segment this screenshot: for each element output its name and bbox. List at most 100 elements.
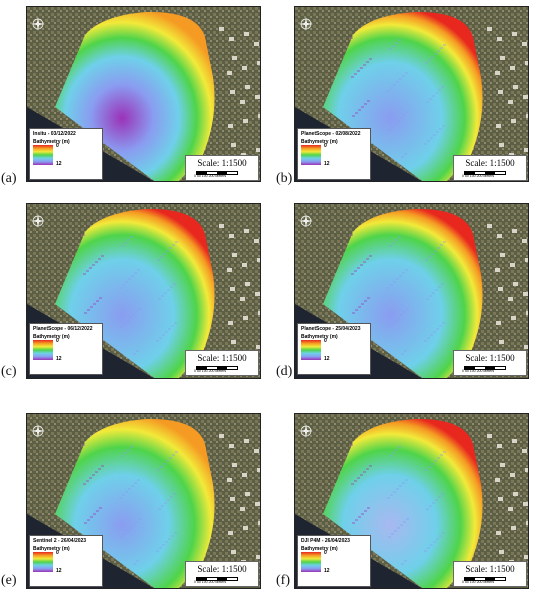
building [526,311,528,315]
bathymetry-speckle [394,530,397,532]
building [256,148,260,152]
bathymetry-speckle [169,247,172,249]
building [227,268,232,272]
building [256,345,260,349]
bathymetry-speckle [173,283,176,285]
scale-bar-b [464,171,506,175]
bathymetry-speckle [398,236,401,238]
bathymetry-speckle [351,76,354,78]
bathymetry-speckle [424,550,427,552]
building [497,444,502,448]
bathymetry-speckle [425,469,428,471]
bathymetry-speckle [126,320,129,322]
bathymetry-speckle [390,284,393,286]
legend-min-label-b: 0 [324,143,327,149]
bathymetry-speckle [427,547,430,549]
bathymetry-speckle [439,325,442,327]
bathymetry-speckle [405,72,408,74]
bathymetry-speckle [156,550,159,552]
bathymetry-speckle [169,457,172,459]
bathymetry-speckle [156,340,159,342]
bathymetry-speckle [158,508,161,510]
bathymetry-speckle [441,86,444,88]
bathymetry-speckle [131,275,134,277]
bathymetry-speckle [389,455,392,457]
bathymetry-speckle [393,281,396,283]
bathymetry-speckle [122,284,125,286]
building [229,444,234,448]
building [496,321,501,325]
bathymetry-speckle [396,81,399,83]
bathymetry-speckle [171,535,174,537]
bathymetry-speckle [388,536,391,538]
bathymetry-speckle [137,269,140,271]
building [257,468,260,472]
building [499,340,504,344]
bathymetry-speckle [120,326,123,328]
bathymetry-speckle [136,560,139,562]
bathymetry-speckle [358,109,361,111]
building [513,492,518,496]
bathymetry-speckle [138,308,141,310]
bathymetry-speckle [131,485,134,487]
legend-box-c: PlanetScope - 06/12/2022 Bathymetry (m) … [29,323,103,375]
bathymetry-speckle [163,463,166,465]
building [525,61,528,65]
bathymetry-speckle [432,292,435,294]
bathymetry-speckle [167,289,170,291]
bathymetry-speckle [119,497,122,499]
map-panel-e: Sentinel 2 - 26/04/2023 Bathymetry (m) 0… [26,413,261,589]
bathymetry-speckle [355,519,358,521]
bathymetry-speckle [175,241,178,243]
bathymetry-speckle [433,541,436,543]
legend-box-e: Sentinel 2 - 26/04/2023 Bathymetry (m) 0… [29,535,103,587]
bathymetry-speckle [130,446,133,448]
bathymetry-speckle [350,444,353,446]
bathymetry-speckle [366,258,369,260]
bathymetry-speckle [399,78,402,80]
bathymetry-speckle [399,485,402,487]
building [513,85,518,89]
bathymetry-speckle [431,253,434,255]
bathymetry-speckle [397,527,400,529]
bathymetry-speckle [364,103,367,105]
bathymetry-speckle [162,334,165,336]
bathymetry-speckle [120,536,123,538]
building [244,229,249,233]
bathymetry-speckle [401,353,404,355]
bathymetry-speckle [390,87,393,89]
bathymetry-speckle [397,120,400,122]
bathymetry-speckle [430,334,433,336]
panel-letter-f: (f) [276,573,290,588]
legend-max-label-f: 12 [324,568,330,574]
building [254,42,259,46]
bathymetry-speckle [165,331,168,333]
bathymetry-speckle [424,340,427,342]
panel-letter-d: (d) [276,364,293,379]
bathymetry-speckle [133,353,136,355]
building [230,90,235,94]
building [500,56,505,60]
bathymetry-speckle [168,538,171,540]
bathymetry-speckle [125,491,128,493]
bathymetry-speckle [443,451,446,453]
bathymetry-speckle [121,245,124,247]
building [242,473,247,477]
bathymetry-speckle [101,255,104,257]
bathymetry-speckle [134,272,137,274]
bathymetry-speckle [136,350,139,352]
bathymetry-speckle [440,47,443,49]
bathymetry-speckle [127,449,130,451]
scale-box-b: Scale: 1:1500 0 50 100 200 Meters [453,155,527,181]
bathymetry-speckle [175,451,178,453]
building [245,85,250,89]
building [255,95,260,99]
bathymetry-speckle [400,524,403,526]
building [524,345,528,349]
building [500,463,505,467]
bathymetry-speckle [440,244,443,246]
bathymetry-speckle [427,140,430,142]
bathymetry-speckle [387,497,390,499]
bathymetry-speckle [92,474,95,476]
legend-title-a: Bathymetry (m) [33,139,70,145]
